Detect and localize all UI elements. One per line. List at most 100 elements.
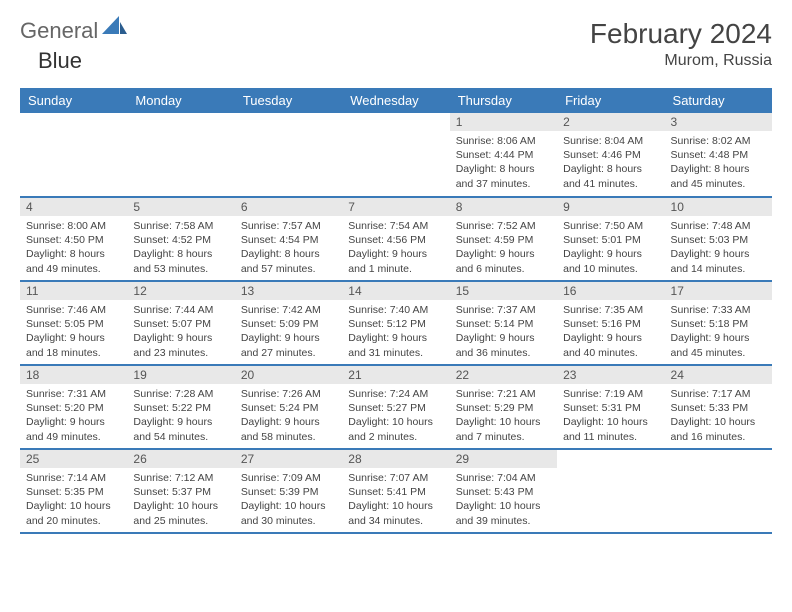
day-number: 27: [235, 450, 342, 468]
day-number: 17: [665, 282, 772, 300]
day-details: Sunrise: 7:37 AMSunset: 5:14 PMDaylight:…: [450, 300, 557, 364]
logo-sail-icon: [102, 16, 128, 42]
sunrise-text: Sunrise: 7:50 AM: [563, 219, 658, 233]
sunrise-text: Sunrise: 7:42 AM: [241, 303, 336, 317]
day-number: 10: [665, 198, 772, 216]
calendar-row: 1Sunrise: 8:06 AMSunset: 4:44 PMDaylight…: [20, 113, 772, 197]
day-number: 22: [450, 366, 557, 384]
calendar-cell: 4 Sunrise: 8:00 AMSunset: 4:50 PMDaylight…: [20, 197, 127, 281]
day-number: 6: [235, 198, 342, 216]
sunrise-text: Sunrise: 8:00 AM: [26, 219, 121, 233]
daylight-text: Daylight: 10 hours and 34 minutes.: [348, 499, 443, 527]
daylight-text: Daylight: 10 hours and 11 minutes.: [563, 415, 658, 443]
daylight-text: Daylight: 10 hours and 20 minutes.: [26, 499, 121, 527]
daylight-text: Daylight: 9 hours and 1 minute.: [348, 247, 443, 275]
calendar-cell: 8Sunrise: 7:52 AMSunset: 4:59 PMDaylight…: [450, 197, 557, 281]
sunrise-text: Sunrise: 7:54 AM: [348, 219, 443, 233]
logo-text-2: Blue: [38, 48, 82, 73]
day-details: Sunrise: 7:50 AMSunset: 5:01 PMDaylight:…: [557, 216, 664, 280]
day-number: 15: [450, 282, 557, 300]
sunset-text: Sunset: 4:48 PM: [671, 148, 766, 162]
calendar-cell: [557, 449, 664, 533]
sunset-text: Sunset: 5:33 PM: [671, 401, 766, 415]
sunrise-text: Sunrise: 7:07 AM: [348, 471, 443, 485]
sunrise-text: Sunrise: 7:12 AM: [133, 471, 228, 485]
dayheader-tue: Tuesday: [235, 88, 342, 113]
day-number: 19: [127, 366, 234, 384]
daylight-text: Daylight: 8 hours and 41 minutes.: [563, 162, 658, 190]
day-number: 7: [342, 198, 449, 216]
day-number: 11: [20, 282, 127, 300]
sunrise-text: Sunrise: 7:57 AM: [241, 219, 336, 233]
calendar-cell: 29Sunrise: 7:04 AMSunset: 5:43 PMDayligh…: [450, 449, 557, 533]
calendar-cell: 23Sunrise: 7:19 AMSunset: 5:31 PMDayligh…: [557, 365, 664, 449]
day-details: Sunrise: 7:35 AMSunset: 5:16 PMDaylight:…: [557, 300, 664, 364]
sunrise-text: Sunrise: 7:48 AM: [671, 219, 766, 233]
day-number: 16: [557, 282, 664, 300]
sunrise-text: Sunrise: 7:24 AM: [348, 387, 443, 401]
daylight-text: Daylight: 8 hours and 49 minutes.: [26, 247, 121, 275]
day-number: 9: [557, 198, 664, 216]
daylight-text: Daylight: 8 hours and 53 minutes.: [133, 247, 228, 275]
calendar-row: 4Sunrise: 8:00 AMSunset: 4:50 PMDaylight…: [20, 197, 772, 281]
day-details: Sunrise: 7:26 AMSunset: 5:24 PMDaylight:…: [235, 384, 342, 448]
day-number: 4: [20, 198, 127, 216]
calendar-cell: 13Sunrise: 7:42 AMSunset: 5:09 PMDayligh…: [235, 281, 342, 365]
day-number: 29: [450, 450, 557, 468]
sunset-text: Sunset: 4:44 PM: [456, 148, 551, 162]
dayheader-fri: Friday: [557, 88, 664, 113]
sunrise-text: Sunrise: 8:04 AM: [563, 134, 658, 148]
calendar-cell: 28Sunrise: 7:07 AMSunset: 5:41 PMDayligh…: [342, 449, 449, 533]
day-details: Sunrise: 8:06 AMSunset: 4:44 PMDaylight:…: [450, 131, 557, 195]
calendar-row: 11Sunrise: 7:46 AMSunset: 5:05 PMDayligh…: [20, 281, 772, 365]
daylight-text: Daylight: 8 hours and 45 minutes.: [671, 162, 766, 190]
day-details: Sunrise: 7:44 AMSunset: 5:07 PMDaylight:…: [127, 300, 234, 364]
day-details: Sunrise: 7:14 AMSunset: 5:35 PMDaylight:…: [20, 468, 127, 532]
calendar-cell: 3Sunrise: 8:02 AMSunset: 4:48 PMDaylight…: [665, 113, 772, 197]
day-details: Sunrise: 7:48 AMSunset: 5:03 PMDaylight:…: [665, 216, 772, 280]
calendar-cell: 10Sunrise: 7:48 AMSunset: 5:03 PMDayligh…: [665, 197, 772, 281]
sunset-text: Sunset: 4:50 PM: [26, 233, 121, 247]
day-details: Sunrise: 7:42 AMSunset: 5:09 PMDaylight:…: [235, 300, 342, 364]
sunset-text: Sunset: 5:22 PM: [133, 401, 228, 415]
dayheader-mon: Monday: [127, 88, 234, 113]
daylight-text: Daylight: 9 hours and 40 minutes.: [563, 331, 658, 359]
daylight-text: Daylight: 9 hours and 27 minutes.: [241, 331, 336, 359]
calendar-cell: 22Sunrise: 7:21 AMSunset: 5:29 PMDayligh…: [450, 365, 557, 449]
day-details: Sunrise: 8:02 AMSunset: 4:48 PMDaylight:…: [665, 131, 772, 195]
sunset-text: Sunset: 5:09 PM: [241, 317, 336, 331]
sunrise-text: Sunrise: 7:04 AM: [456, 471, 551, 485]
sunrise-text: Sunrise: 7:17 AM: [671, 387, 766, 401]
calendar-header-row: Sunday Monday Tuesday Wednesday Thursday…: [20, 88, 772, 113]
dayheader-wed: Wednesday: [342, 88, 449, 113]
sunset-text: Sunset: 5:24 PM: [241, 401, 336, 415]
calendar-cell: 6Sunrise: 7:57 AMSunset: 4:54 PMDaylight…: [235, 197, 342, 281]
calendar-cell: 20Sunrise: 7:26 AMSunset: 5:24 PMDayligh…: [235, 365, 342, 449]
daylight-text: Daylight: 9 hours and 6 minutes.: [456, 247, 551, 275]
day-details: Sunrise: 7:54 AMSunset: 4:56 PMDaylight:…: [342, 216, 449, 280]
calendar-cell: 19Sunrise: 7:28 AMSunset: 5:22 PMDayligh…: [127, 365, 234, 449]
daylight-text: Daylight: 10 hours and 25 minutes.: [133, 499, 228, 527]
calendar-table: Sunday Monday Tuesday Wednesday Thursday…: [20, 88, 772, 534]
daylight-text: Daylight: 10 hours and 7 minutes.: [456, 415, 551, 443]
calendar-row: 25Sunrise: 7:14 AMSunset: 5:35 PMDayligh…: [20, 449, 772, 533]
sunset-text: Sunset: 5:29 PM: [456, 401, 551, 415]
calendar-cell: [20, 113, 127, 197]
sunset-text: Sunset: 4:46 PM: [563, 148, 658, 162]
sunset-text: Sunset: 4:54 PM: [241, 233, 336, 247]
day-number: 12: [127, 282, 234, 300]
sunrise-text: Sunrise: 8:06 AM: [456, 134, 551, 148]
sunrise-text: Sunrise: 7:35 AM: [563, 303, 658, 317]
sunset-text: Sunset: 5:01 PM: [563, 233, 658, 247]
day-number: 28: [342, 450, 449, 468]
day-details: Sunrise: 7:17 AMSunset: 5:33 PMDaylight:…: [665, 384, 772, 448]
day-number: 26: [127, 450, 234, 468]
calendar-cell: 14Sunrise: 7:40 AMSunset: 5:12 PMDayligh…: [342, 281, 449, 365]
sunset-text: Sunset: 5:39 PM: [241, 485, 336, 499]
calendar-cell: [127, 113, 234, 197]
day-number: 2: [557, 113, 664, 131]
daylight-text: Daylight: 10 hours and 2 minutes.: [348, 415, 443, 443]
sunset-text: Sunset: 5:31 PM: [563, 401, 658, 415]
sunrise-text: Sunrise: 7:46 AM: [26, 303, 121, 317]
sunset-text: Sunset: 5:27 PM: [348, 401, 443, 415]
